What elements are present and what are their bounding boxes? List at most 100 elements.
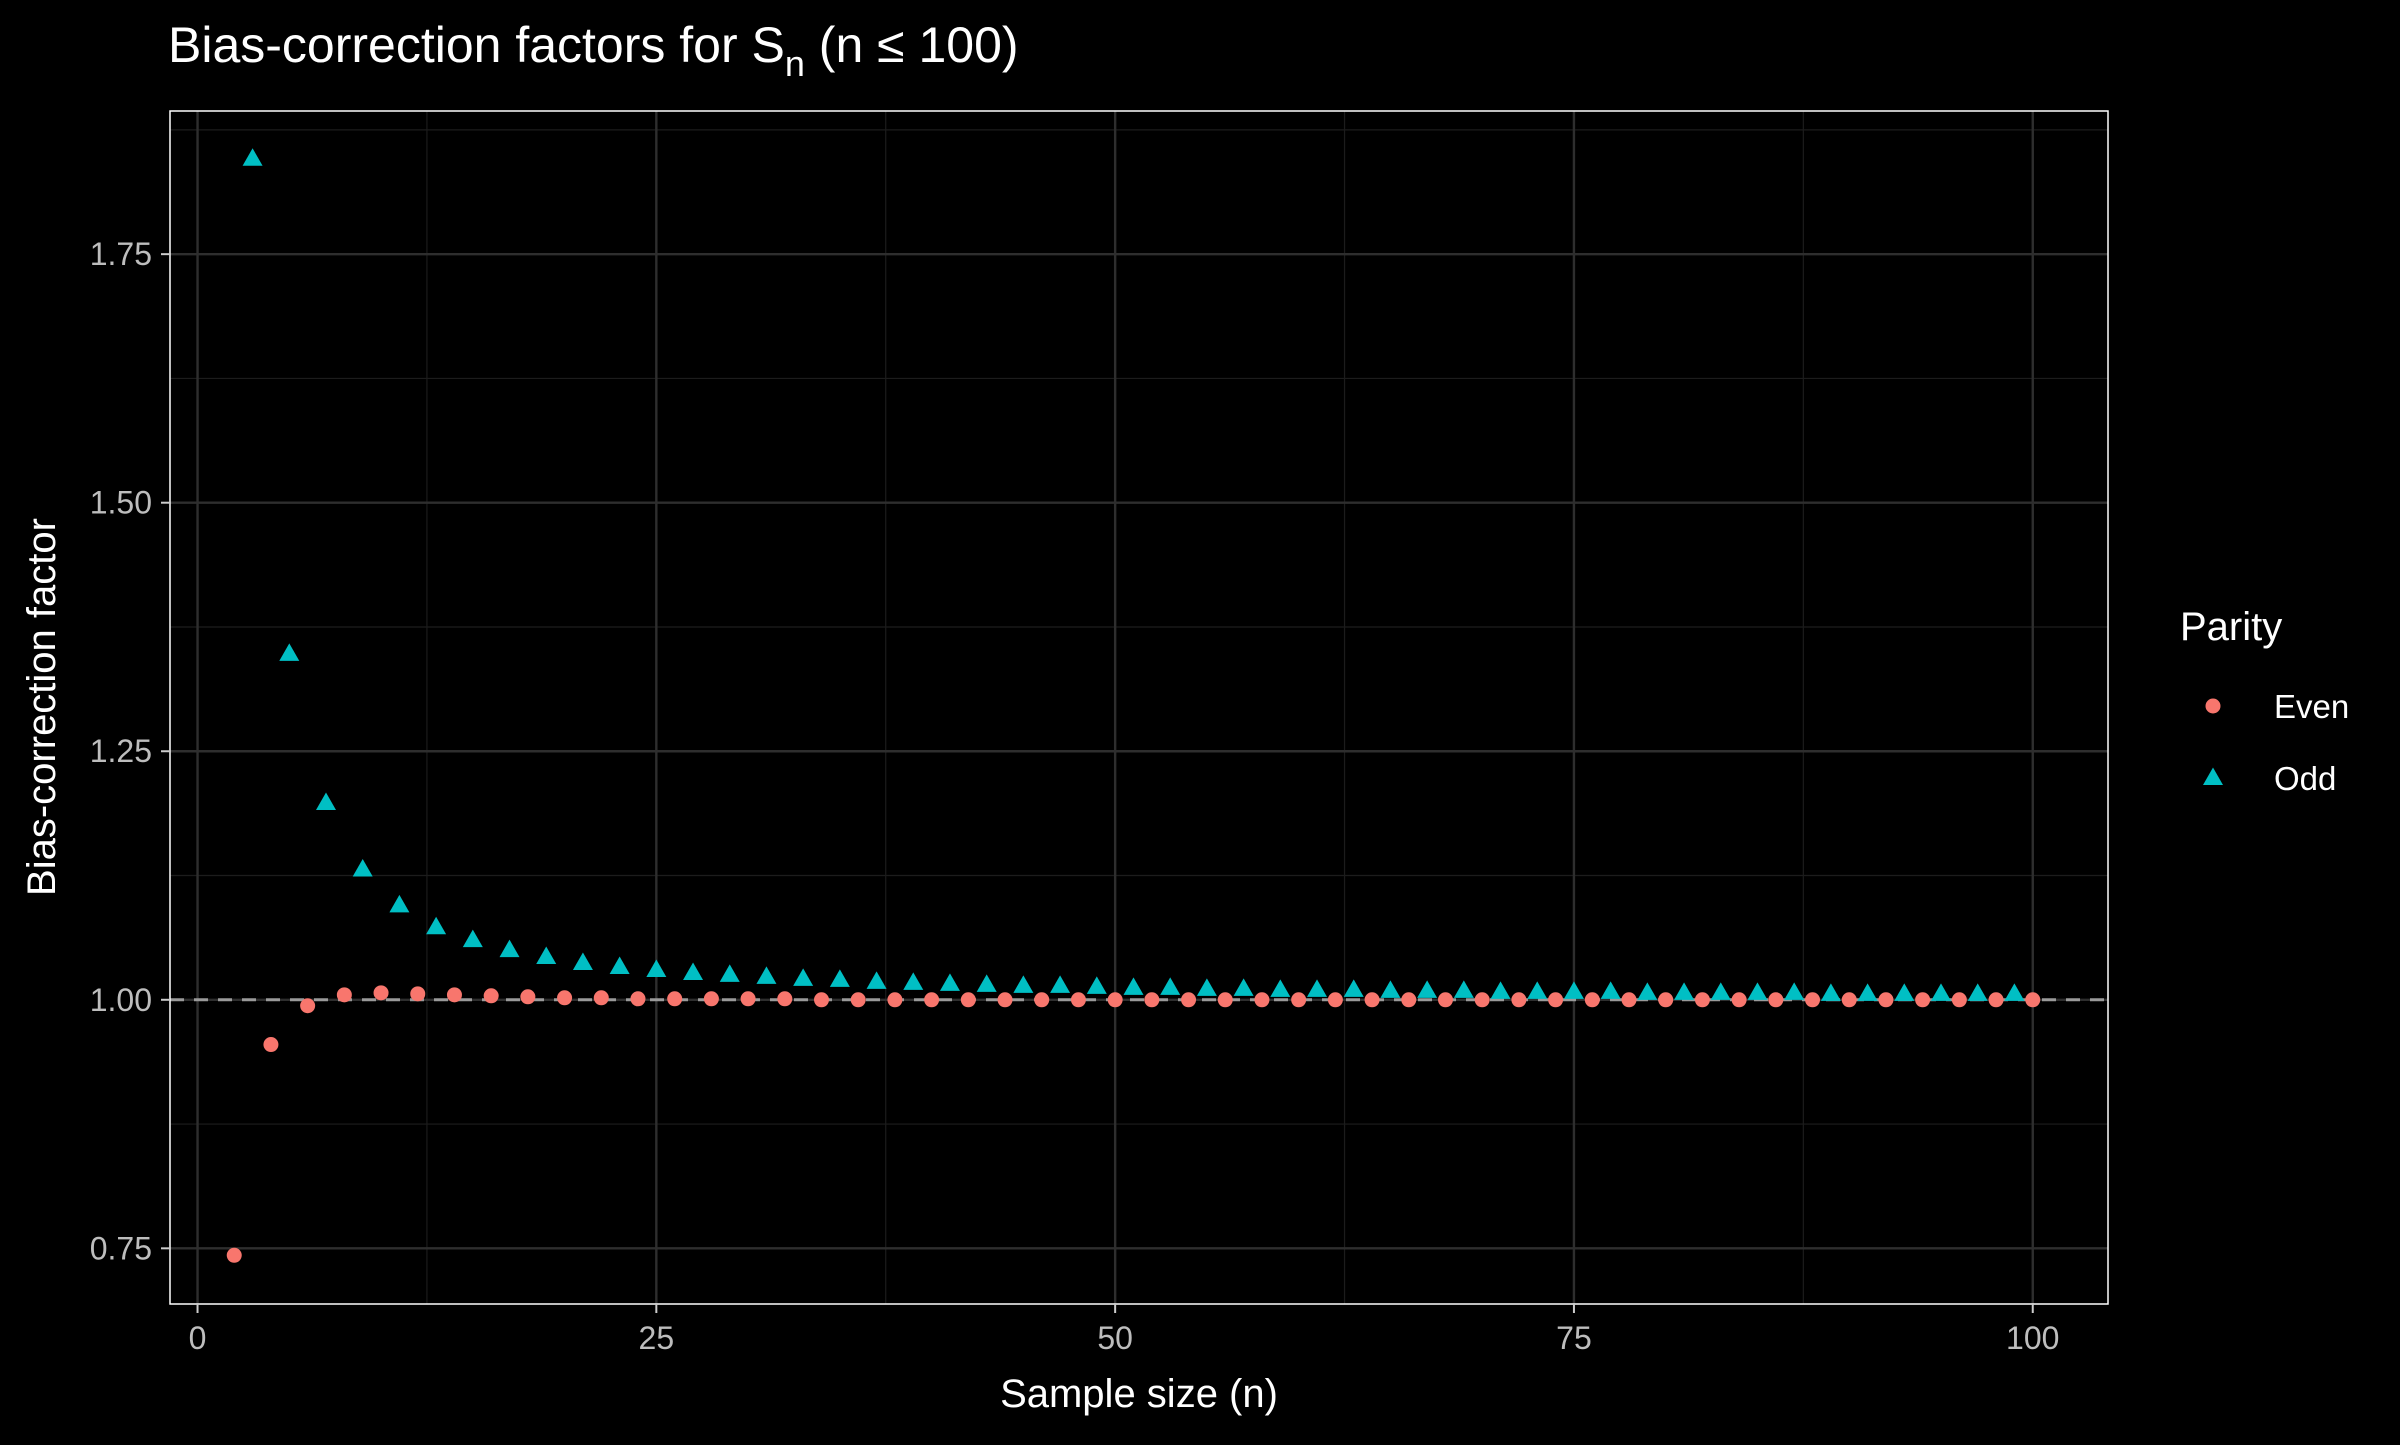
- legend: Parity Even Odd: [2180, 605, 2349, 797]
- x-tick-label: 50: [1097, 1320, 1133, 1356]
- data-point-even: [593, 990, 609, 1006]
- data-point-even: [924, 992, 940, 1008]
- data-point-odd: [2004, 983, 2025, 1001]
- data-point-even: [850, 992, 866, 1008]
- data-point-odd: [646, 959, 667, 977]
- data-point-even: [1254, 992, 1270, 1008]
- data-point-even: [1841, 992, 1857, 1008]
- data-point-even: [373, 985, 389, 1001]
- y-axis: 0.75 1.00 1.25 1.50 1.75: [90, 236, 170, 1266]
- data-point-even: [1144, 992, 1160, 1008]
- legend-label-even: Even: [2274, 688, 2349, 725]
- data-point-odd: [572, 952, 593, 971]
- data-point-odd: [1343, 979, 1364, 997]
- data-point-odd: [1527, 981, 1548, 999]
- data-point-even: [1181, 992, 1197, 1008]
- data-point-even: [1291, 992, 1307, 1008]
- data-point-even: [300, 998, 316, 1014]
- legend-key-even: [2205, 698, 2221, 714]
- data-point-odd: [793, 968, 814, 986]
- y-tick-label: 0.75: [90, 1230, 152, 1266]
- data-point-odd: [1123, 977, 1144, 995]
- data-point-odd: [829, 969, 850, 987]
- data-point-odd: [536, 946, 557, 965]
- data-point-even: [1437, 992, 1453, 1008]
- x-tick-label: 100: [2006, 1320, 2059, 1356]
- data-point-even: [336, 987, 352, 1003]
- data-point-odd: [352, 859, 373, 877]
- data-point-odd: [1490, 981, 1511, 999]
- data-point-odd: [866, 971, 887, 989]
- data-point-odd: [1710, 982, 1731, 1000]
- data-point-even: [520, 989, 536, 1005]
- data-point-odd: [1747, 982, 1768, 1000]
- data-point-odd: [976, 974, 997, 992]
- data-point-even: [1511, 992, 1527, 1008]
- data-point-odd: [1820, 983, 1841, 1001]
- data-point-even: [263, 1037, 279, 1053]
- data-point-odd: [1600, 981, 1621, 999]
- data-point-even: [1731, 992, 1747, 1008]
- data-point-odd: [1563, 981, 1584, 999]
- data-point-odd: [389, 894, 410, 913]
- data-point-odd: [1380, 980, 1401, 998]
- data-point-odd: [1196, 978, 1217, 996]
- data-point-even: [1548, 992, 1564, 1008]
- y-tick-label: 1.50: [90, 485, 152, 521]
- data-point-even: [630, 991, 646, 1007]
- data-point-odd: [719, 964, 740, 982]
- data-point-even: [2025, 992, 2041, 1008]
- data-point-even: [1364, 992, 1380, 1008]
- data-point-odd: [1160, 977, 1181, 995]
- data-point-odd: [903, 972, 924, 990]
- data-point-even: [1474, 992, 1490, 1008]
- data-point-even: [1988, 992, 2004, 1008]
- legend-title: Parity: [2180, 605, 2282, 649]
- panel-border: [169, 110, 2109, 1305]
- data-point-odd: [1086, 976, 1107, 994]
- legend-key-odd: [2203, 767, 2223, 785]
- data-point-odd: [1050, 975, 1071, 993]
- data-point-even: [557, 990, 573, 1006]
- minor-gridlines: [170, 111, 2108, 1304]
- data-point-odd: [499, 939, 520, 958]
- x-tick-label: 75: [1556, 1320, 1592, 1356]
- data-point-odd: [426, 916, 447, 935]
- legend-label-odd: Odd: [2274, 760, 2336, 797]
- data-point-odd: [939, 973, 960, 991]
- data-point-even: [1768, 992, 1784, 1008]
- x-axis-label: Sample size (n): [1000, 1372, 1278, 1416]
- data-point-even: [960, 992, 976, 1008]
- data-point-even: [777, 991, 793, 1007]
- chart-title: Bias-correction factors for Sn (n ≤ 100): [168, 17, 1019, 84]
- data-point-even: [667, 991, 683, 1007]
- series-even: [226, 985, 2041, 1263]
- data-point-even: [1217, 992, 1233, 1008]
- data-point-even: [1805, 992, 1821, 1008]
- data-point-odd: [1270, 979, 1291, 997]
- data-point-even: [1107, 992, 1123, 1008]
- data-point-odd: [1857, 983, 1878, 1001]
- data-point-even: [814, 992, 830, 1008]
- data-point-even: [1658, 992, 1674, 1008]
- data-point-even: [1327, 992, 1343, 1008]
- y-tick-label: 1.75: [90, 236, 152, 272]
- y-tick-label: 1.00: [90, 982, 152, 1018]
- data-point-even: [1915, 992, 1931, 1008]
- data-point-odd: [1453, 980, 1474, 998]
- data-point-odd: [1417, 980, 1438, 998]
- data-point-even: [1584, 992, 1600, 1008]
- data-point-even: [1401, 992, 1417, 1008]
- data-point-even: [446, 987, 462, 1003]
- data-point-even: [1951, 992, 1967, 1008]
- data-point-even: [483, 988, 499, 1004]
- data-point-even: [1878, 992, 1894, 1008]
- x-axis: 0 25 50 75 100: [189, 1304, 2059, 1356]
- data-point-odd: [683, 962, 704, 980]
- x-tick-label: 0: [189, 1320, 207, 1356]
- x-tick-label: 25: [639, 1320, 675, 1356]
- data-point-odd: [1233, 978, 1254, 996]
- data-point-even: [1070, 992, 1086, 1008]
- data-point-even: [410, 986, 426, 1002]
